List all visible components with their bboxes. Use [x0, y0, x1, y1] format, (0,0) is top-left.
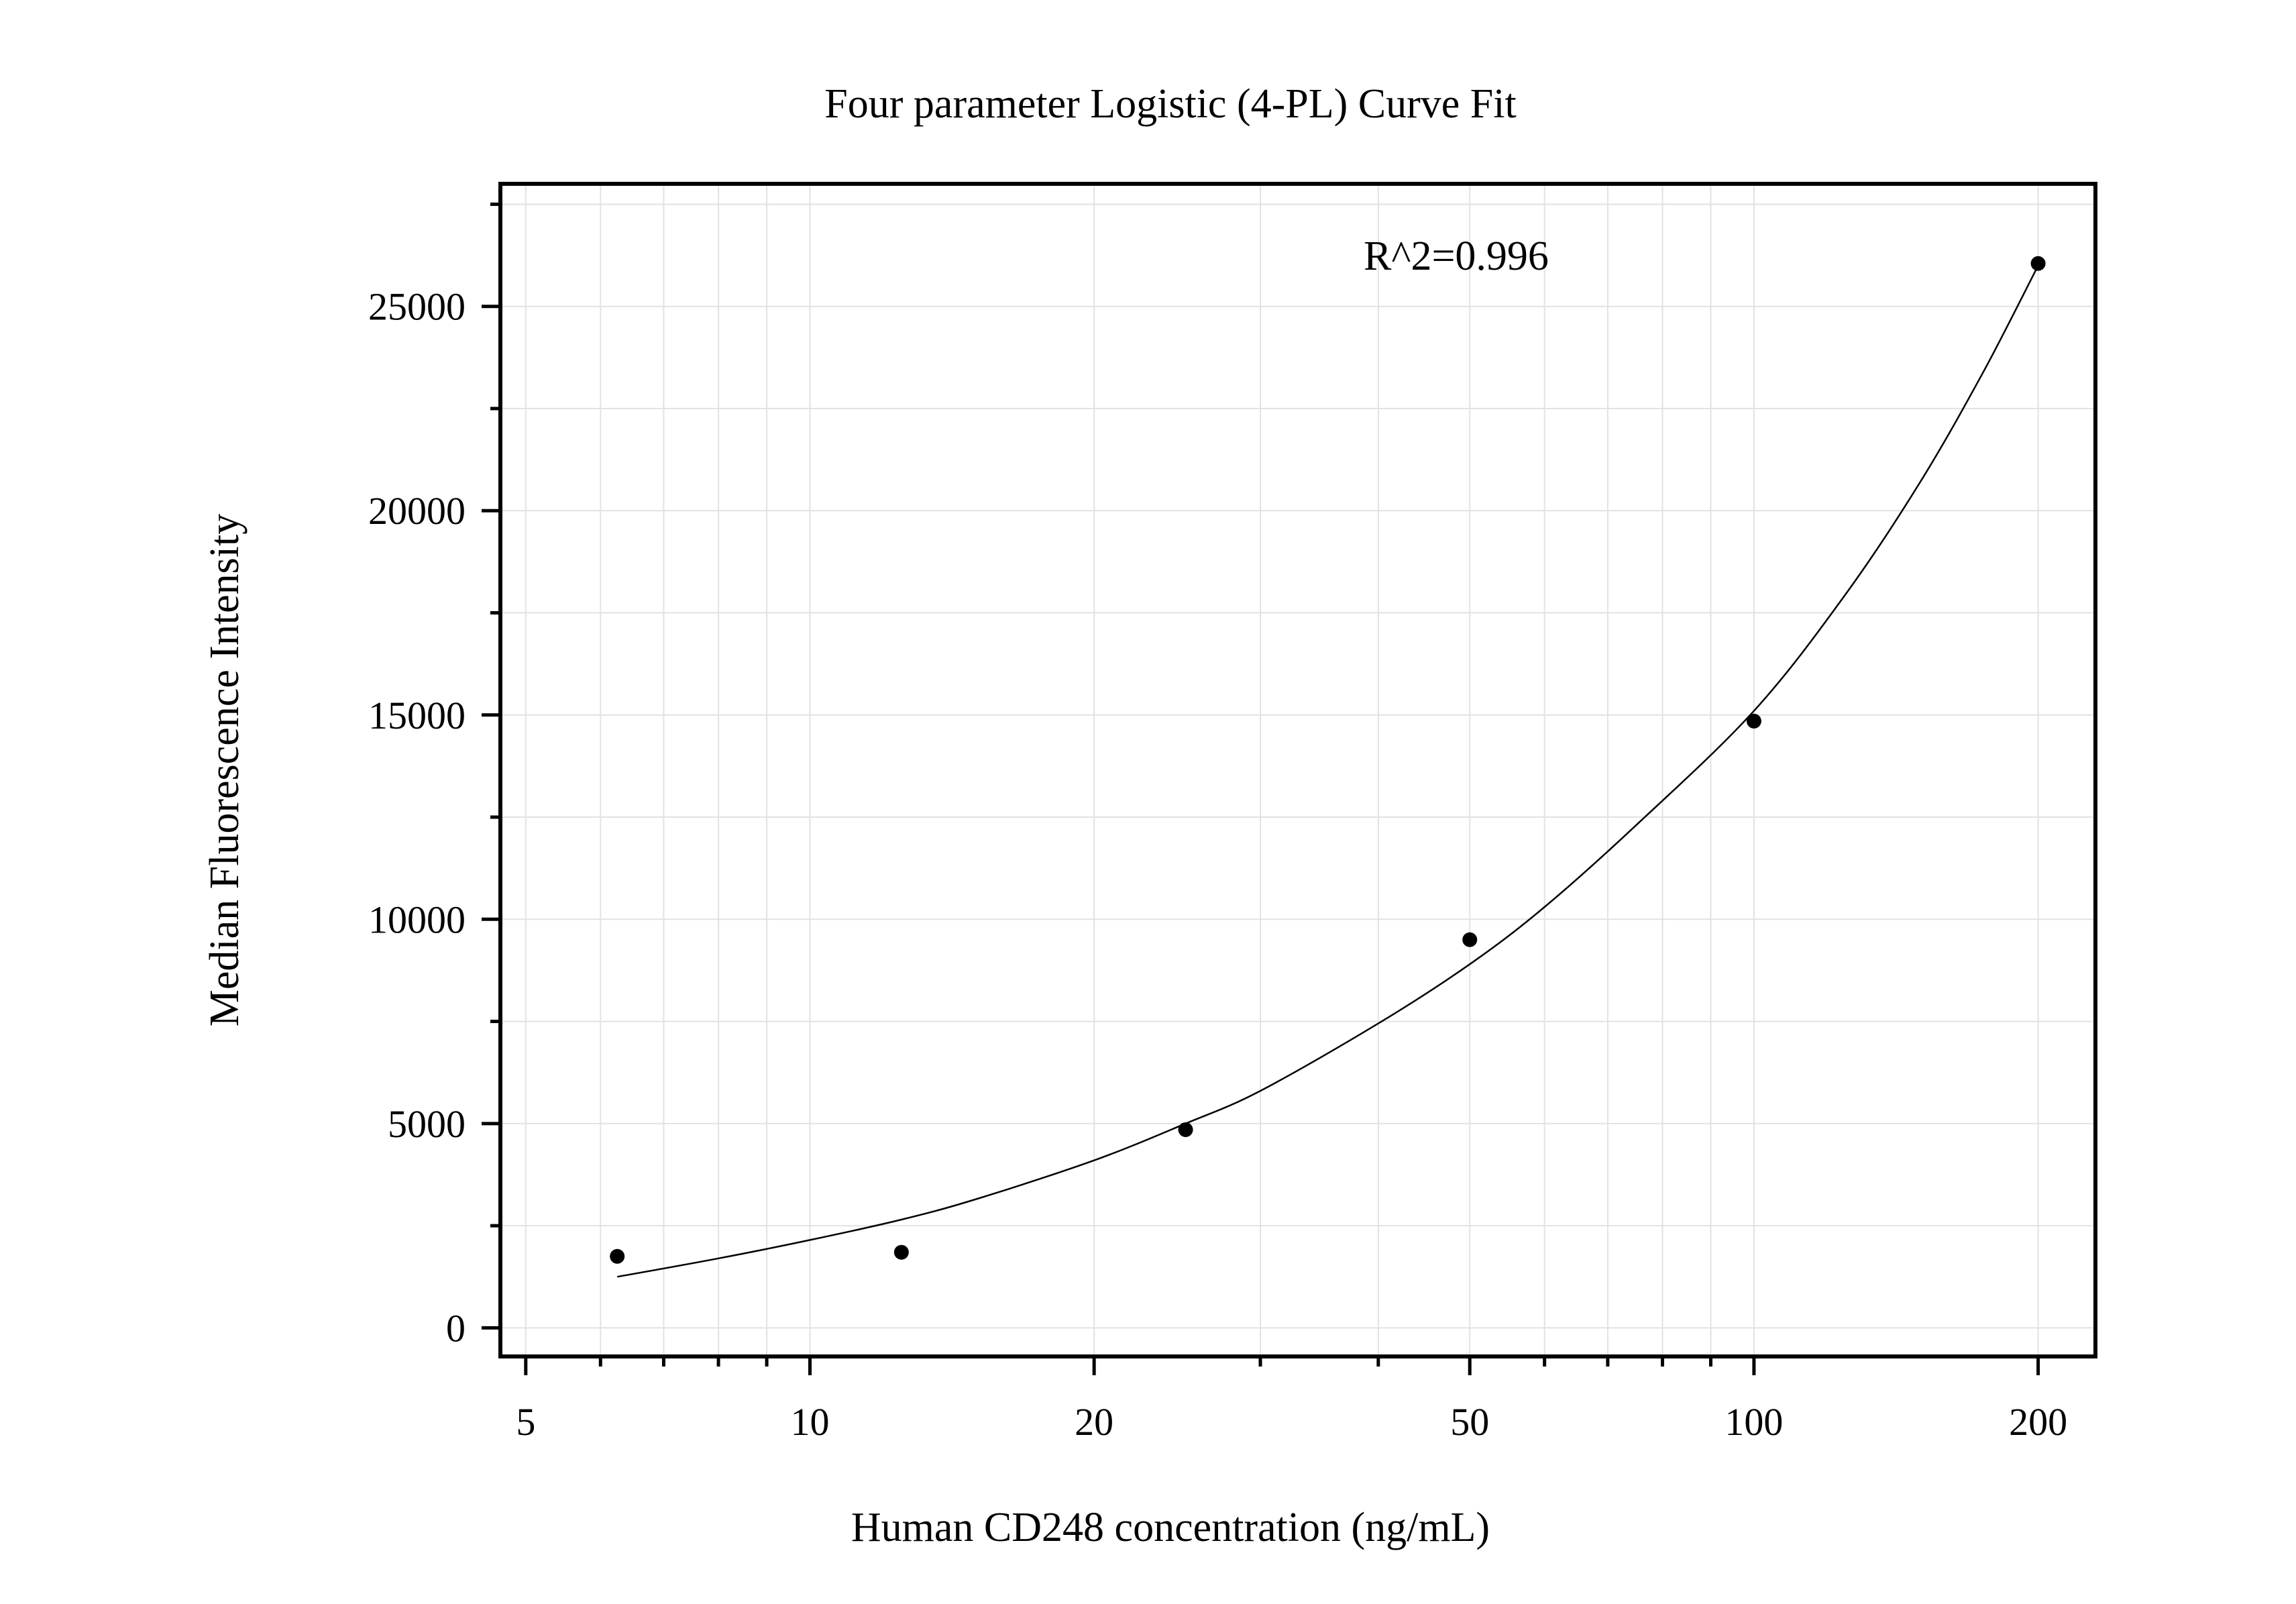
y-axis-label: Median Fluorescence Intensity — [202, 514, 248, 1026]
fit-curve-layer — [616, 265, 2039, 1278]
x-tick-label: 10 — [790, 1400, 829, 1444]
axes: 0 5000 10000 15000 20000 25000 5 10 20 50 100 200 — [368, 182, 2097, 1444]
data-point — [610, 1248, 625, 1264]
y-tick-label: 5000 — [388, 1102, 466, 1146]
y-tick-label: 20000 — [368, 489, 466, 533]
data-points-layer — [610, 256, 2046, 1264]
data-point — [1178, 1122, 1193, 1137]
y-tick-label: 25000 — [368, 285, 466, 329]
y-tick-label: 0 — [446, 1306, 466, 1350]
grid-lines — [500, 184, 2095, 1356]
x-tick-label: 5 — [516, 1400, 535, 1444]
y-tick-label: 10000 — [368, 898, 466, 941]
r-squared-annotation: R^2=0.996 — [1364, 233, 1549, 279]
data-point — [893, 1244, 909, 1260]
data-point — [1746, 713, 1761, 729]
plot-frame — [498, 182, 2097, 1358]
chart-title: Four parameter Logistic (4-PL) Curve Fit — [824, 81, 1516, 127]
fit-curve — [616, 265, 2039, 1278]
x-tick-label: 100 — [1725, 1400, 1783, 1444]
data-point — [2030, 256, 2046, 271]
x-axis-label: Human CD248 concentration (ng/mL) — [851, 1505, 1490, 1550]
y-tick-label: 15000 — [368, 694, 466, 737]
x-tick-label: 20 — [1075, 1400, 1113, 1444]
x-tick-label: 200 — [2009, 1400, 2067, 1444]
x-tick-label: 50 — [1450, 1400, 1489, 1444]
data-point — [1462, 932, 1478, 947]
